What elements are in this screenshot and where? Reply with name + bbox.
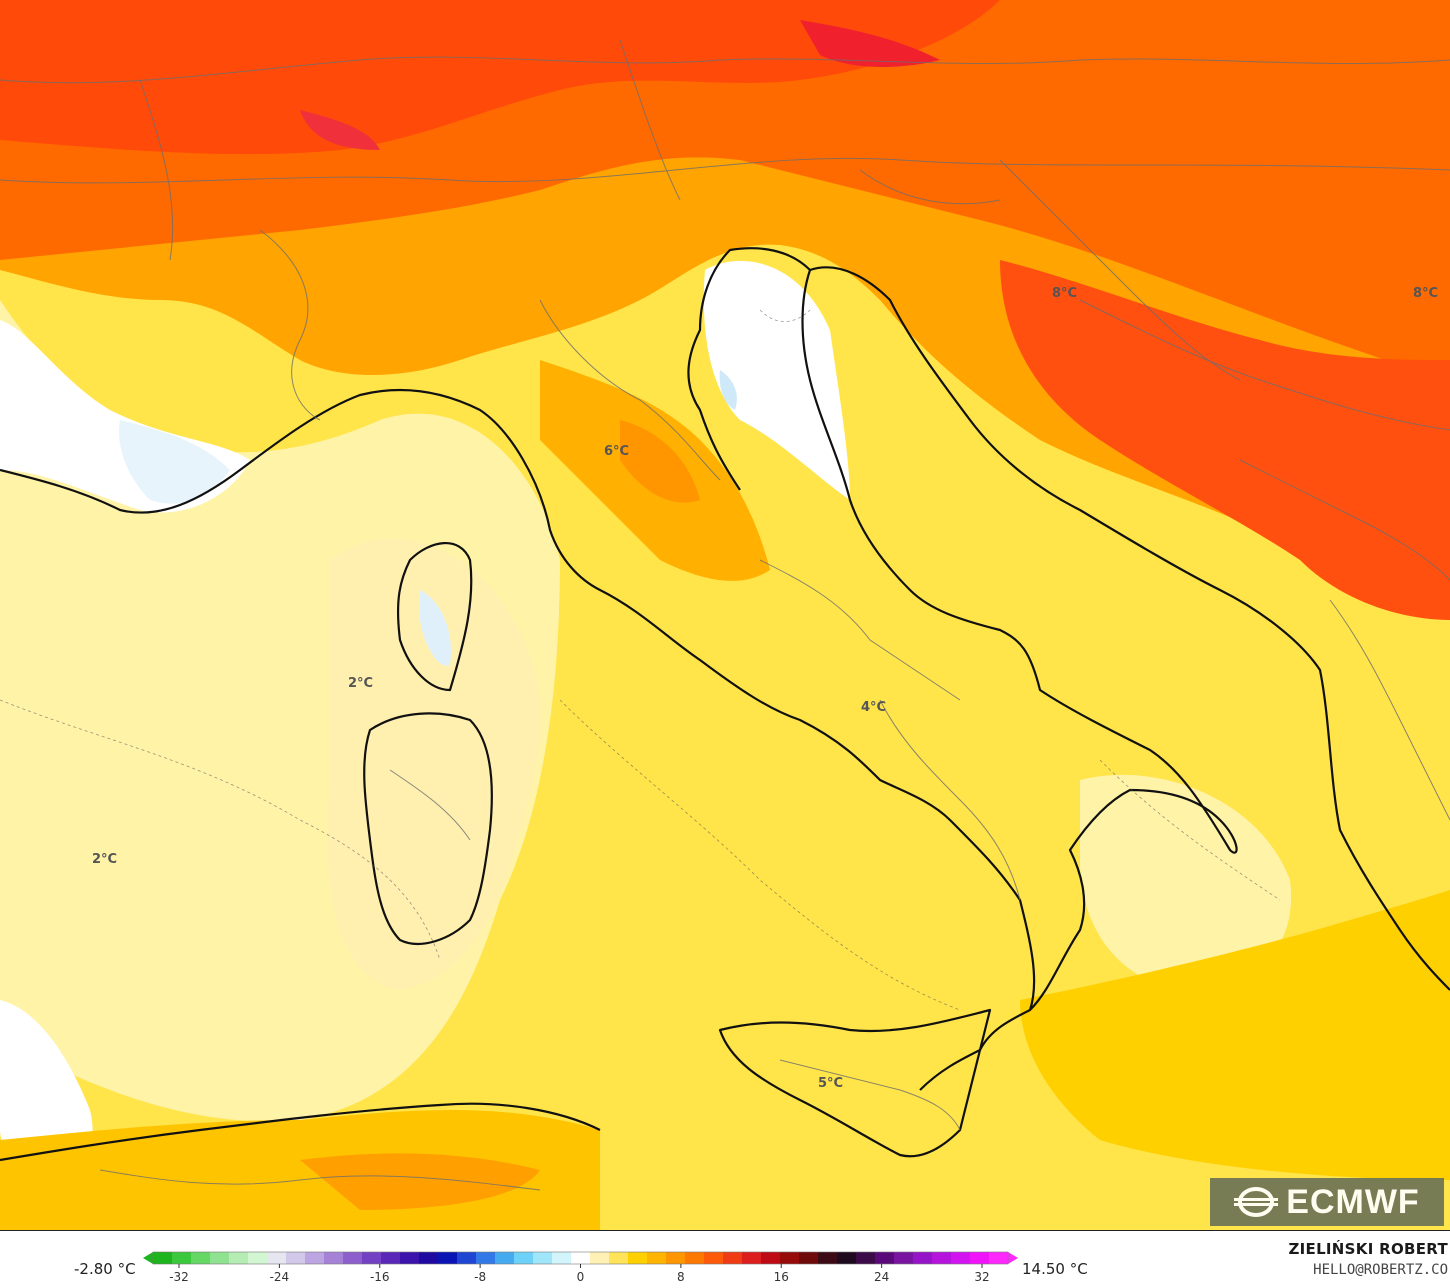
- colorbar-swatch: [932, 1252, 952, 1264]
- colorbar-swatch: [210, 1252, 230, 1264]
- colorbar-swatch: [229, 1252, 249, 1264]
- colorbar-swatch: [647, 1252, 667, 1264]
- colorbar-swatch: [286, 1252, 306, 1264]
- colorbar-swatch: [419, 1252, 439, 1264]
- colorbar-right-arrow: [1008, 1252, 1018, 1264]
- colorbar-swatch: [324, 1252, 344, 1264]
- colorbar-swatch: [780, 1252, 800, 1264]
- colorbar-swatch: [172, 1252, 192, 1264]
- colorbar-swatch: [856, 1252, 876, 1264]
- colorbar-swatch: [989, 1252, 1009, 1264]
- map-label-2c-tyrrhenian: 2°C: [348, 676, 373, 691]
- colorbar-tick-label: 32: [974, 1270, 989, 1284]
- colorbar-swatch: [343, 1252, 363, 1264]
- colorbar-swatch: [590, 1252, 610, 1264]
- white-zone-adriatic: [703, 260, 850, 500]
- pale-zone-sardinia: [327, 539, 540, 990]
- colorbar-swatch: [400, 1252, 420, 1264]
- colorbar-swatch: [875, 1252, 895, 1264]
- colorbar-swatch: [153, 1252, 173, 1264]
- map-label-2c-west: 2°C: [92, 852, 117, 867]
- colorbar-swatch: [267, 1252, 287, 1264]
- colorbar-swatch: [552, 1252, 572, 1264]
- map-label-8c-east: 8°C: [1413, 286, 1438, 301]
- colorbar-tick-label: 24: [874, 1270, 889, 1284]
- range-max-label: 14.50 °C: [1022, 1260, 1088, 1278]
- colorbar-swatch: [799, 1252, 819, 1264]
- colorbar-swatch: [970, 1252, 990, 1264]
- colorbar-swatch: [951, 1252, 971, 1264]
- map-label-8c-north: 8°C: [1052, 286, 1077, 301]
- colorbar-swatch: [628, 1252, 648, 1264]
- colorbar-tick-label: 8: [677, 1270, 685, 1284]
- colorbar-swatch: [818, 1252, 838, 1264]
- colorbar-tick-label: 16: [774, 1270, 789, 1284]
- colorbar-swatch: [191, 1252, 211, 1264]
- coastline-corsica: [396, 542, 473, 692]
- map-label-5c: 5°C: [818, 1076, 843, 1091]
- ecmwf-logo: ECMWF: [1210, 1178, 1444, 1226]
- map-label-6c: 6°C: [604, 444, 629, 459]
- colorbar-swatch: [248, 1252, 268, 1264]
- darkred-zone-alps: [0, 0, 1000, 155]
- pale-zone-ionian: [1080, 774, 1292, 990]
- colorbar-swatch: [913, 1252, 933, 1264]
- colorbar-swatch: [571, 1252, 591, 1264]
- colorbar-tick-label: -32: [169, 1270, 189, 1284]
- temperature-map: 8°C 8°C 6°C 2°C 2°C 4°C 5°C: [0, 0, 1450, 1230]
- colorbar-swatch: [514, 1252, 534, 1264]
- colorbar-swatch: [533, 1252, 553, 1264]
- colorbar-swatch: [837, 1252, 857, 1264]
- colorbar-swatch: [761, 1252, 781, 1264]
- colorbar-swatch: [609, 1252, 629, 1264]
- ecmwf-logo-text: ECMWF: [1286, 1182, 1420, 1221]
- coastline-sicily: [718, 1008, 992, 1158]
- colorbar-swatch: [495, 1252, 515, 1264]
- ecmwf-logo-icon: [1234, 1187, 1279, 1217]
- colorbar: -32 -24 -16 -8 0 8 16 24 32: [143, 1251, 1018, 1284]
- colorbar-swatch: [742, 1252, 762, 1264]
- orange-zone-ionian: [1020, 890, 1450, 1180]
- coastline-italy: [0, 247, 1238, 1091]
- coastline-balkans: [809, 266, 1450, 991]
- author-name: ZIELIŃSKI ROBERT: [1288, 1240, 1448, 1258]
- colorbar-swatch: [666, 1252, 686, 1264]
- colorbar-swatch: [438, 1252, 458, 1264]
- coastline-africa: [0, 1102, 601, 1162]
- colorbar-swatch: [381, 1252, 401, 1264]
- colorbar-swatch: [457, 1252, 477, 1264]
- colorbar-swatch: [305, 1252, 325, 1264]
- colorbar-tick-label: -8: [474, 1270, 486, 1284]
- colorbar-swatch: [476, 1252, 496, 1264]
- colorbar-swatch: [723, 1252, 743, 1264]
- colorbar-tick-label: -16: [370, 1270, 390, 1284]
- map-label-4c: 4°C: [861, 700, 886, 715]
- colorbar-swatch: [685, 1252, 705, 1264]
- colorbar-swatch: [362, 1252, 382, 1264]
- colorbar-left-arrow: [143, 1252, 153, 1264]
- colorbar-swatch: [704, 1252, 724, 1264]
- colorbar-tick-label: -24: [270, 1270, 290, 1284]
- colorbar-tick-label: 0: [577, 1270, 585, 1284]
- author-email: HELLO@ROBERTZ.CO: [1313, 1262, 1448, 1278]
- range-min-label: -2.80 °C: [74, 1260, 136, 1278]
- coastline-sardinia: [363, 712, 493, 945]
- colorbar-swatch: [894, 1252, 914, 1264]
- red-zone-balkans: [1000, 260, 1450, 620]
